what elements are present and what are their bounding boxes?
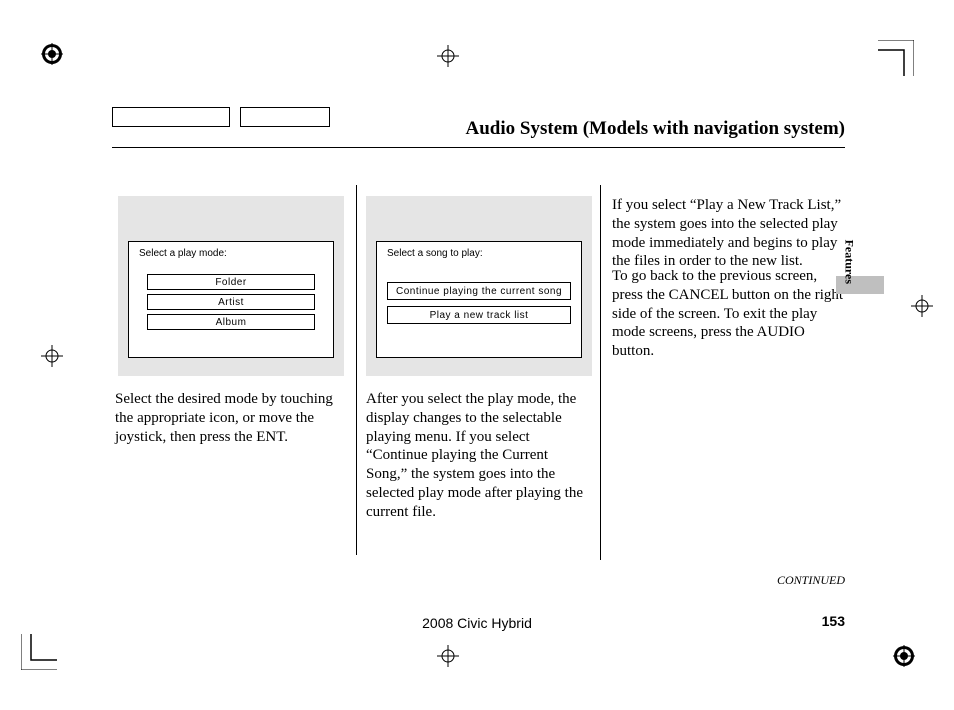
column-3-body-paragraph-1: If you select “Play a New Track List,” t… [612,196,844,271]
option-button-folder: Folder [147,274,315,290]
crop-cross-top-center [437,45,459,67]
crop-cross-right-middle [911,295,933,317]
column-3-body-paragraph-2: To go back to the previous screen, press… [612,267,844,361]
registration-bullseye-bottom-right [893,645,915,667]
option-button-continue: Continue playing the current song [387,282,571,300]
crop-cross-bottom-center [437,645,459,667]
column-divider-1 [356,185,357,555]
screen-prompt-label: Select a play mode: [139,248,227,259]
option-button-artist: Artist [147,294,315,310]
option-button-new-list: Play a new track list [387,306,571,324]
crop-bracket-top-right [878,40,914,76]
screen-mockup-select-song: Select a song to play: Continue playing … [366,196,592,376]
crop-cross-left-middle [41,345,63,367]
screen-frame: Select a play mode: Folder Artist Album [128,241,334,358]
option-label: Album [216,317,247,328]
column-2-body: After you select the play mode, the disp… [366,390,591,521]
column-divider-2 [600,185,601,560]
page-number: 153 [822,613,845,629]
option-label: Folder [215,277,246,288]
registration-bullseye-top-left [41,43,63,65]
option-label: Artist [218,297,244,308]
continued-label: CONTINUED [777,573,845,588]
side-section-label: Features [841,240,856,284]
header-slot-2 [240,107,330,127]
crop-bracket-bottom-left [21,634,57,670]
option-label: Play a new track list [430,310,529,321]
title-rule [112,147,845,148]
screen-mockup-play-mode: Select a play mode: Folder Artist Album [118,196,344,376]
option-button-album: Album [147,314,315,330]
page-title: Audio System (Models with navigation sys… [466,118,845,140]
column-1-body: Select the desired mode by touching the … [115,390,347,446]
footer-model: 2008 Civic Hybrid [0,615,954,631]
screen-prompt-label: Select a song to play: [387,248,483,259]
screen-frame: Select a song to play: Continue playing … [376,241,582,358]
option-label: Continue playing the current song [396,286,562,297]
header-slot-1 [112,107,230,127]
